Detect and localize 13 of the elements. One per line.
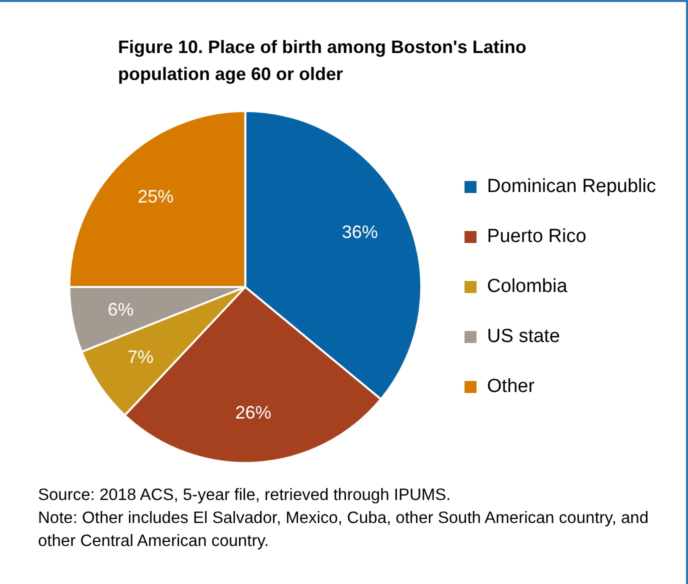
data-label: 36% [342,222,378,242]
chart-title: Figure 10. Place of birth among Boston's Latino population age 60 or older [118,36,528,86]
legend-label: Colombia [487,276,568,298]
legend-label: US state [487,326,560,348]
data-label: 6% [108,300,134,320]
data-label: 26% [235,402,272,422]
data-label: 7% [127,347,154,368]
legend-label: Dominican Republic [487,176,656,198]
source-note: Source: 2018 ACS, 5-year file, retrieved through IPUMS. [38,485,452,506]
legend-label: Other [487,376,536,398]
text: Note: Other includes El Salvador, Mexico, Cuba, other South American country, and other Central American country. [38,508,650,552]
data-label: 25% [138,186,174,206]
legend-label: Puerto Rico [487,226,586,248]
